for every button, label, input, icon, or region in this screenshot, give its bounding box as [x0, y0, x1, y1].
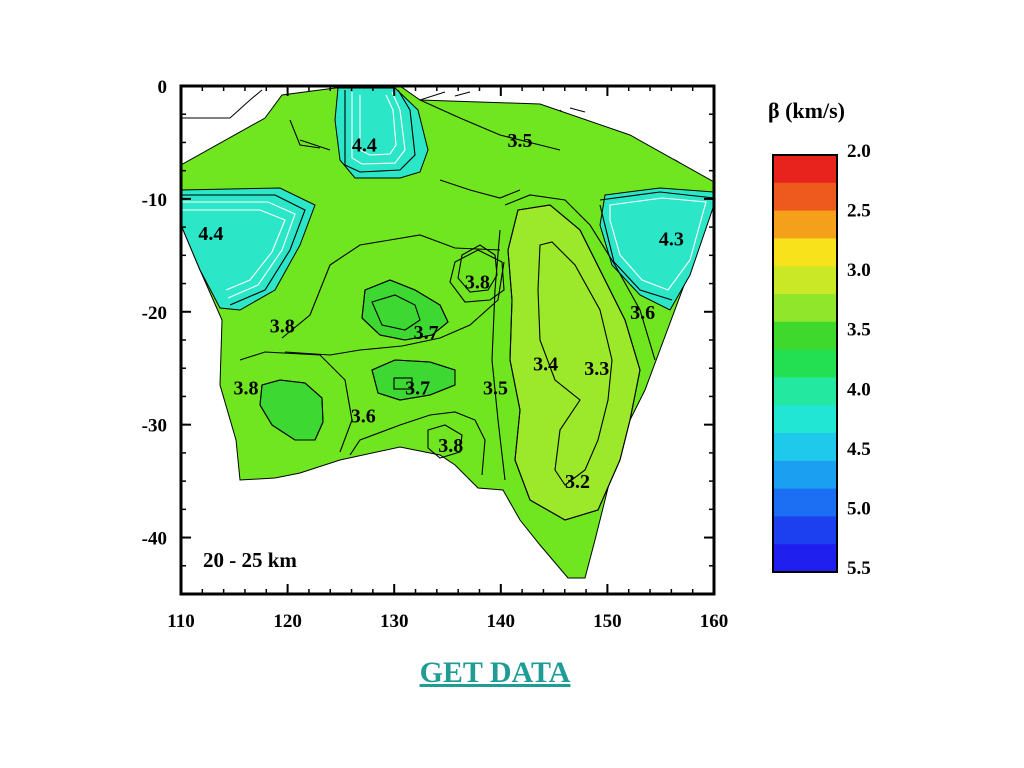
- colorbar-swatch: [773, 516, 837, 545]
- colorbar-swatch: [773, 210, 837, 239]
- contour-value-label: 4.4: [352, 135, 377, 157]
- colorbar-label: 2.0: [847, 141, 871, 162]
- map-axes: 110 120 130 140 150 160 0 -10 -20 -30 -40: [142, 77, 729, 632]
- contour-value-label: 3.5: [483, 377, 508, 399]
- x-tick-label: 140: [487, 611, 516, 632]
- depth-label: 20 - 25 km: [203, 548, 297, 572]
- colorbar-label: 3.5: [847, 320, 871, 341]
- contour-value-label: 3.8: [438, 435, 463, 457]
- x-tick-label: 150: [593, 611, 622, 632]
- colorbar-swatch: [773, 155, 837, 184]
- high-velocity-zone-north: [334, 87, 429, 179]
- contour-value-label: 3.6: [351, 406, 376, 428]
- contour-value-label: 3.6: [630, 302, 655, 324]
- y-tick-label: 0: [158, 77, 168, 98]
- velocity-region: [181, 86, 714, 579]
- colorbar: [773, 155, 837, 573]
- colorbar-labels: 2.0 2.5 3.0 3.5 4.0 4.5 5.0 5.5: [847, 141, 871, 579]
- contour-value-label: 3.3: [584, 358, 609, 380]
- colorbar-swatch: [773, 321, 837, 351]
- contour-lines: [181, 89, 714, 521]
- colorbar-swatch: [773, 405, 837, 434]
- colorbar-swatch: [773, 460, 837, 490]
- y-tick-label: -20: [142, 303, 167, 324]
- y-tick-label: -40: [142, 529, 167, 550]
- contour-labels: 4.4 3.5 4.4 4.3 3.8 3.6 3.8 3.7 3.4 3.3 3.8 3.7 3.5 3…: [198, 130, 684, 493]
- map-area: 4.4 3.5 4.4 4.3 3.8 3.6 3.8 3.7 3.4 3.3 3.8 3.7 3.5 3…: [181, 86, 714, 579]
- colorbar-swatch: [773, 182, 837, 212]
- contour-value-label: 3.8: [234, 377, 259, 399]
- x-tick-label: 160: [700, 611, 729, 632]
- y-tick-label: -10: [142, 190, 167, 211]
- colorbar-label: 4.5: [847, 439, 871, 460]
- colorbar-swatch: [773, 266, 837, 295]
- colorbar-swatch: [773, 349, 837, 378]
- colorbar-label: 5.0: [847, 498, 871, 519]
- velocity-legend: β (km/s) 2.0 2.5 3.0 3.5 4.0 4.5 5.0 5.5: [768, 98, 871, 579]
- colorbar-label: 3.0: [847, 260, 871, 281]
- x-tick-label: 130: [380, 611, 409, 632]
- get-data-link[interactable]: GET DATA: [419, 656, 571, 689]
- high-velocity-zone-east: [599, 187, 714, 311]
- colorbar-swatch: [773, 544, 837, 573]
- contour-value-label: 3.8: [270, 315, 295, 337]
- colorbar-swatch: [773, 433, 837, 462]
- colorbar-swatch: [773, 294, 837, 323]
- colorbar-frame: [772, 154, 838, 573]
- colorbar-label: 2.5: [847, 201, 871, 222]
- colorbar-label: 5.5: [847, 558, 871, 579]
- colorbar-swatch: [773, 488, 837, 517]
- colorbar-label: 4.0: [847, 379, 871, 400]
- colorbar-swatch: [773, 238, 837, 267]
- contour-value-label: 3.7: [414, 322, 439, 344]
- contour-value-label: 3.4: [533, 354, 558, 376]
- contour-value-label: 3.7: [405, 377, 430, 399]
- contour-value-label: 4.4: [198, 223, 223, 245]
- contour-value-label: 4.3: [659, 228, 684, 250]
- contour-value-label: 3.5: [507, 130, 532, 152]
- x-tick-label: 110: [167, 611, 194, 632]
- y-tick-label: -30: [142, 416, 167, 437]
- legend-title: β (km/s): [768, 98, 845, 123]
- contour-value-label: 3.2: [565, 471, 590, 493]
- x-tick-label: 120: [273, 611, 302, 632]
- colorbar-swatch: [773, 377, 837, 406]
- contour-value-label: 3.8: [465, 271, 490, 293]
